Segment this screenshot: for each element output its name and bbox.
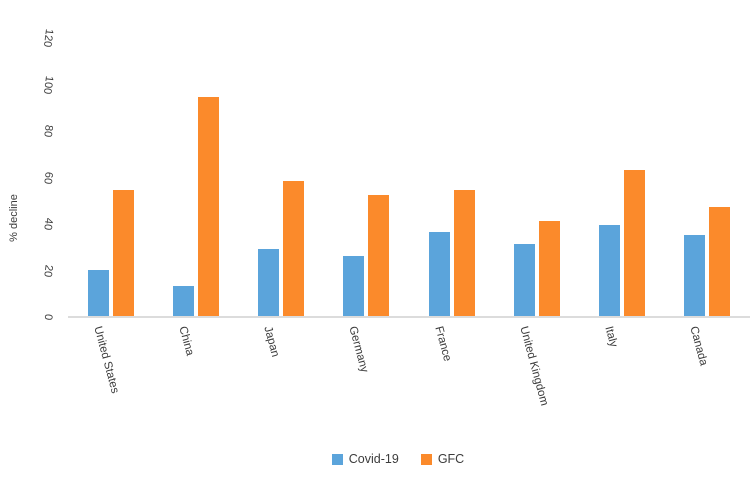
x-axis-label: United States [91, 325, 121, 395]
x-axis-label: Japan [261, 325, 282, 359]
x-axis-label: United Kingdom [517, 325, 551, 408]
bar-gfc-italy [624, 169, 646, 316]
legend-item-label: GFC [437, 452, 465, 466]
bar-gfc-canada [709, 206, 731, 316]
y-axis-title: % decline [8, 194, 20, 242]
y-axis-tick-label: 60 [41, 170, 55, 185]
y-axis-tick-label: 80 [41, 124, 55, 138]
bar-gfc-united-kingdom [538, 220, 560, 316]
legend-item: Covid-19 [331, 452, 399, 466]
bar-covid-19-japan [258, 248, 280, 316]
y-axis-tick-label: 20 [41, 263, 55, 278]
bar-covid-19-united-states [87, 269, 109, 316]
legend-swatch-icon [331, 453, 343, 465]
bar-gfc-france [453, 190, 475, 316]
bar-gfc-united-states [112, 190, 134, 316]
x-axis-label: Canada [687, 325, 710, 368]
bar-covid-19-france [428, 232, 450, 316]
bar-covid-19-germany [343, 255, 365, 316]
bar-covid-19-italy [599, 225, 621, 316]
x-axis-label: Italy [602, 325, 620, 349]
legend-item: GFC [420, 452, 465, 466]
x-axis-label: France [432, 325, 453, 363]
bar-covid-19-canada [684, 234, 706, 316]
x-axis-label: China [176, 325, 196, 358]
bar-gfc-china [197, 97, 219, 316]
legend-item-label: Covid-19 [348, 452, 399, 466]
bar-covid-19-china [172, 285, 194, 316]
y-axis-tick-label: 120 [40, 28, 56, 48]
y-axis-tick-label: 0 [41, 313, 55, 321]
bar-gfc-germany [368, 195, 390, 316]
y-axis-tick-label: 40 [41, 217, 55, 231]
y-axis-tick-label: 100 [40, 74, 56, 95]
legend-swatch-icon [420, 453, 432, 465]
x-axis-label: Germany [346, 325, 371, 374]
legend: Covid-19 GFC [21, 452, 754, 466]
x-axis-line [68, 316, 750, 318]
bar-gfc-japan [283, 181, 305, 316]
bar-covid-19-united-kingdom [513, 243, 535, 316]
